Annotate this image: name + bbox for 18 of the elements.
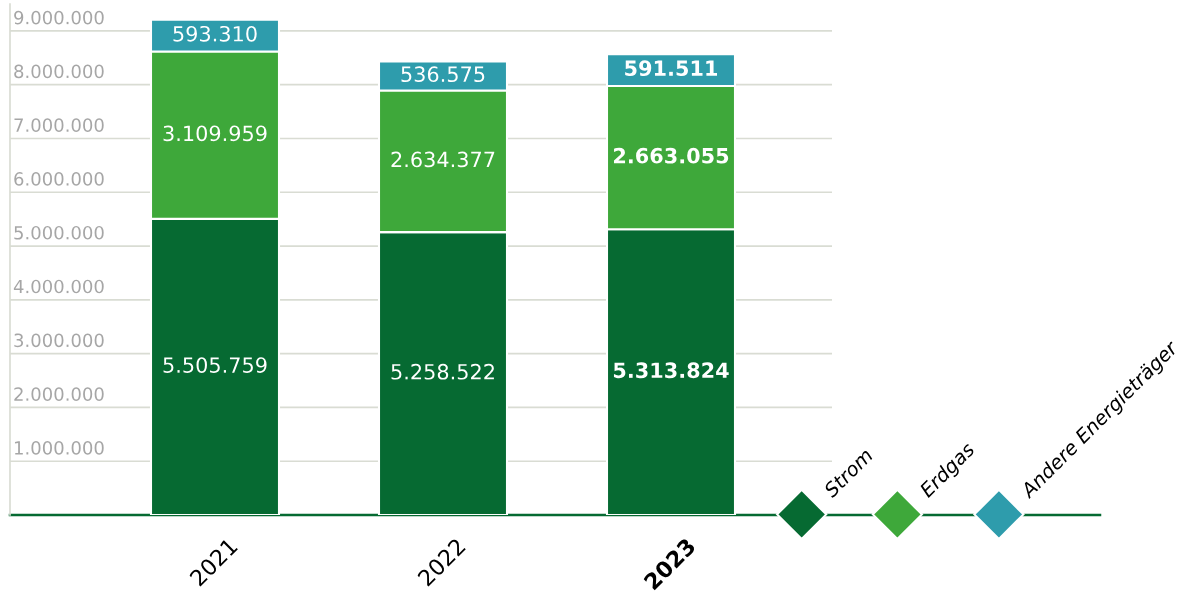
y-tick-label: 5.000.000 <box>14 225 104 240</box>
data-label: 591.511 <box>625 60 718 77</box>
data-label: 5.505.759 <box>163 357 267 373</box>
data-label: 2.663.055 <box>614 147 729 164</box>
y-tick-label: 2.000.000 <box>14 387 104 401</box>
data-label: 2.634.377 <box>391 151 495 168</box>
data-label: 5.313.824 <box>613 362 729 379</box>
data-label: 593.310 <box>173 25 257 42</box>
y-tick-label: 6.000.000 <box>14 172 104 186</box>
y-tick-label: 1.000.000 <box>14 441 104 455</box>
y-tick-label: 7.000.000 <box>14 118 104 132</box>
data-label: 5.258.522 <box>391 363 494 380</box>
y-tick-label: 4.000.000 <box>13 279 104 294</box>
data-label: 536.575 <box>401 66 485 83</box>
data-label: 3.109.959 <box>163 125 267 142</box>
y-tick-label: 9.000.000 <box>14 10 104 25</box>
y-tick-label: 8.000.000 <box>14 64 104 79</box>
y-tick-label: 3.000.000 <box>14 333 104 348</box>
